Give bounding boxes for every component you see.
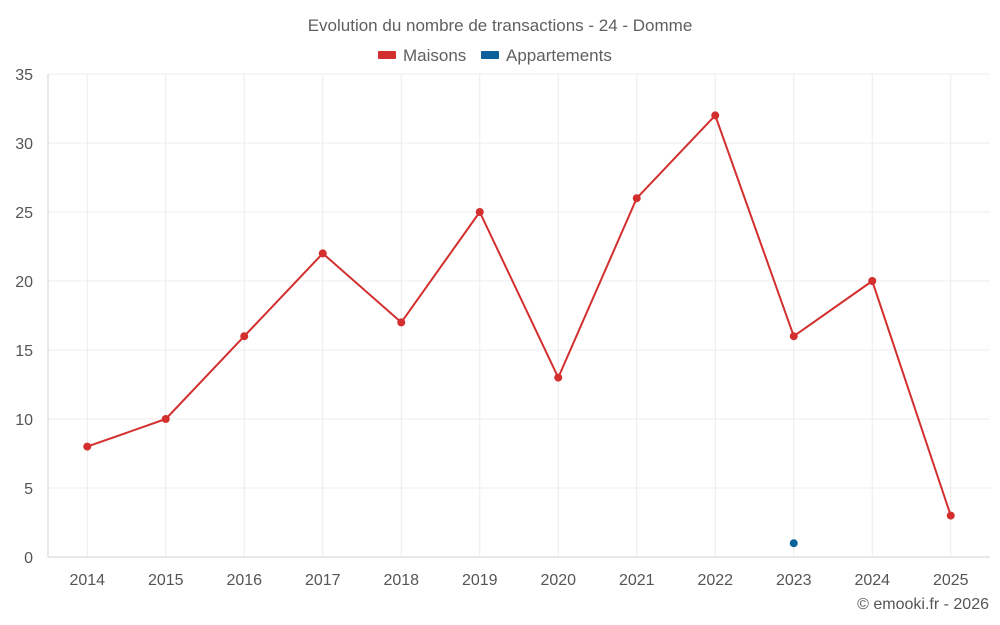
- y-tick-label: 30: [15, 136, 33, 153]
- series-maisons: [83, 111, 955, 520]
- grid: [47, 73, 990, 558]
- legend-label-appartements: Appartements: [506, 46, 612, 65]
- x-tick-label: 2018: [383, 572, 419, 589]
- y-tick-label: 15: [15, 343, 33, 360]
- legend-swatch-appartements: [481, 51, 499, 59]
- x-tick-label: 2014: [69, 572, 105, 589]
- series-line-maisons: [86, 114, 952, 516]
- data-point-maisons[interactable]: [868, 277, 877, 285]
- data-point-maisons[interactable]: [946, 511, 955, 520]
- x-tick-label: 2021: [619, 572, 655, 589]
- data-point-appartements[interactable]: [789, 539, 798, 548]
- data-point-maisons[interactable]: [711, 111, 720, 120]
- credit-text: © emooki.fr - 2026: [857, 596, 989, 613]
- x-tick-label: 2022: [697, 572, 733, 589]
- y-tick-label: 10: [15, 412, 33, 429]
- y-tick-label: 0: [24, 550, 33, 567]
- x-axis-ticks: 2014 2015 2016 2017 2018 2019 2020 2021 2022 2023…: [69, 572, 968, 589]
- data-point-maisons[interactable]: [475, 208, 484, 216]
- legend-item-maisons[interactable]: Maisons: [378, 46, 466, 65]
- data-point-maisons[interactable]: [789, 332, 798, 341]
- y-tick-label: 25: [15, 205, 33, 222]
- data-point-maisons[interactable]: [240, 332, 249, 341]
- x-tick-label: 2025: [933, 572, 969, 589]
- y-tick-label: 20: [15, 274, 33, 291]
- legend-swatch-maisons: [378, 51, 396, 59]
- legend: Maisons Appartements: [378, 46, 612, 65]
- x-tick-label: 2019: [462, 572, 498, 589]
- x-tick-label: 2024: [854, 572, 890, 589]
- data-point-maisons[interactable]: [83, 442, 92, 451]
- data-point-maisons[interactable]: [554, 373, 563, 382]
- legend-item-appartements[interactable]: Appartements: [481, 46, 612, 65]
- data-point-maisons[interactable]: [318, 249, 327, 258]
- x-tick-label: 2017: [305, 572, 341, 589]
- chart-title: Evolution du nombre de transactions - 24…: [308, 16, 693, 35]
- data-point-maisons[interactable]: [161, 415, 170, 423]
- data-point-maisons[interactable]: [397, 318, 406, 327]
- x-tick-label: 2023: [776, 572, 812, 589]
- data-point-maisons[interactable]: [632, 194, 641, 203]
- y-tick-label: 35: [15, 67, 33, 84]
- x-tick-label: 2016: [226, 572, 262, 589]
- x-tick-label: 2020: [540, 572, 576, 589]
- y-tick-label: 5: [24, 481, 33, 498]
- y-axis-ticks: 0 5 10 15 20 25 30 35: [15, 67, 33, 567]
- series: [83, 111, 955, 548]
- x-tick-label: 2015: [148, 572, 184, 589]
- series-appartements: [789, 539, 798, 548]
- legend-label-maisons: Maisons: [403, 46, 466, 65]
